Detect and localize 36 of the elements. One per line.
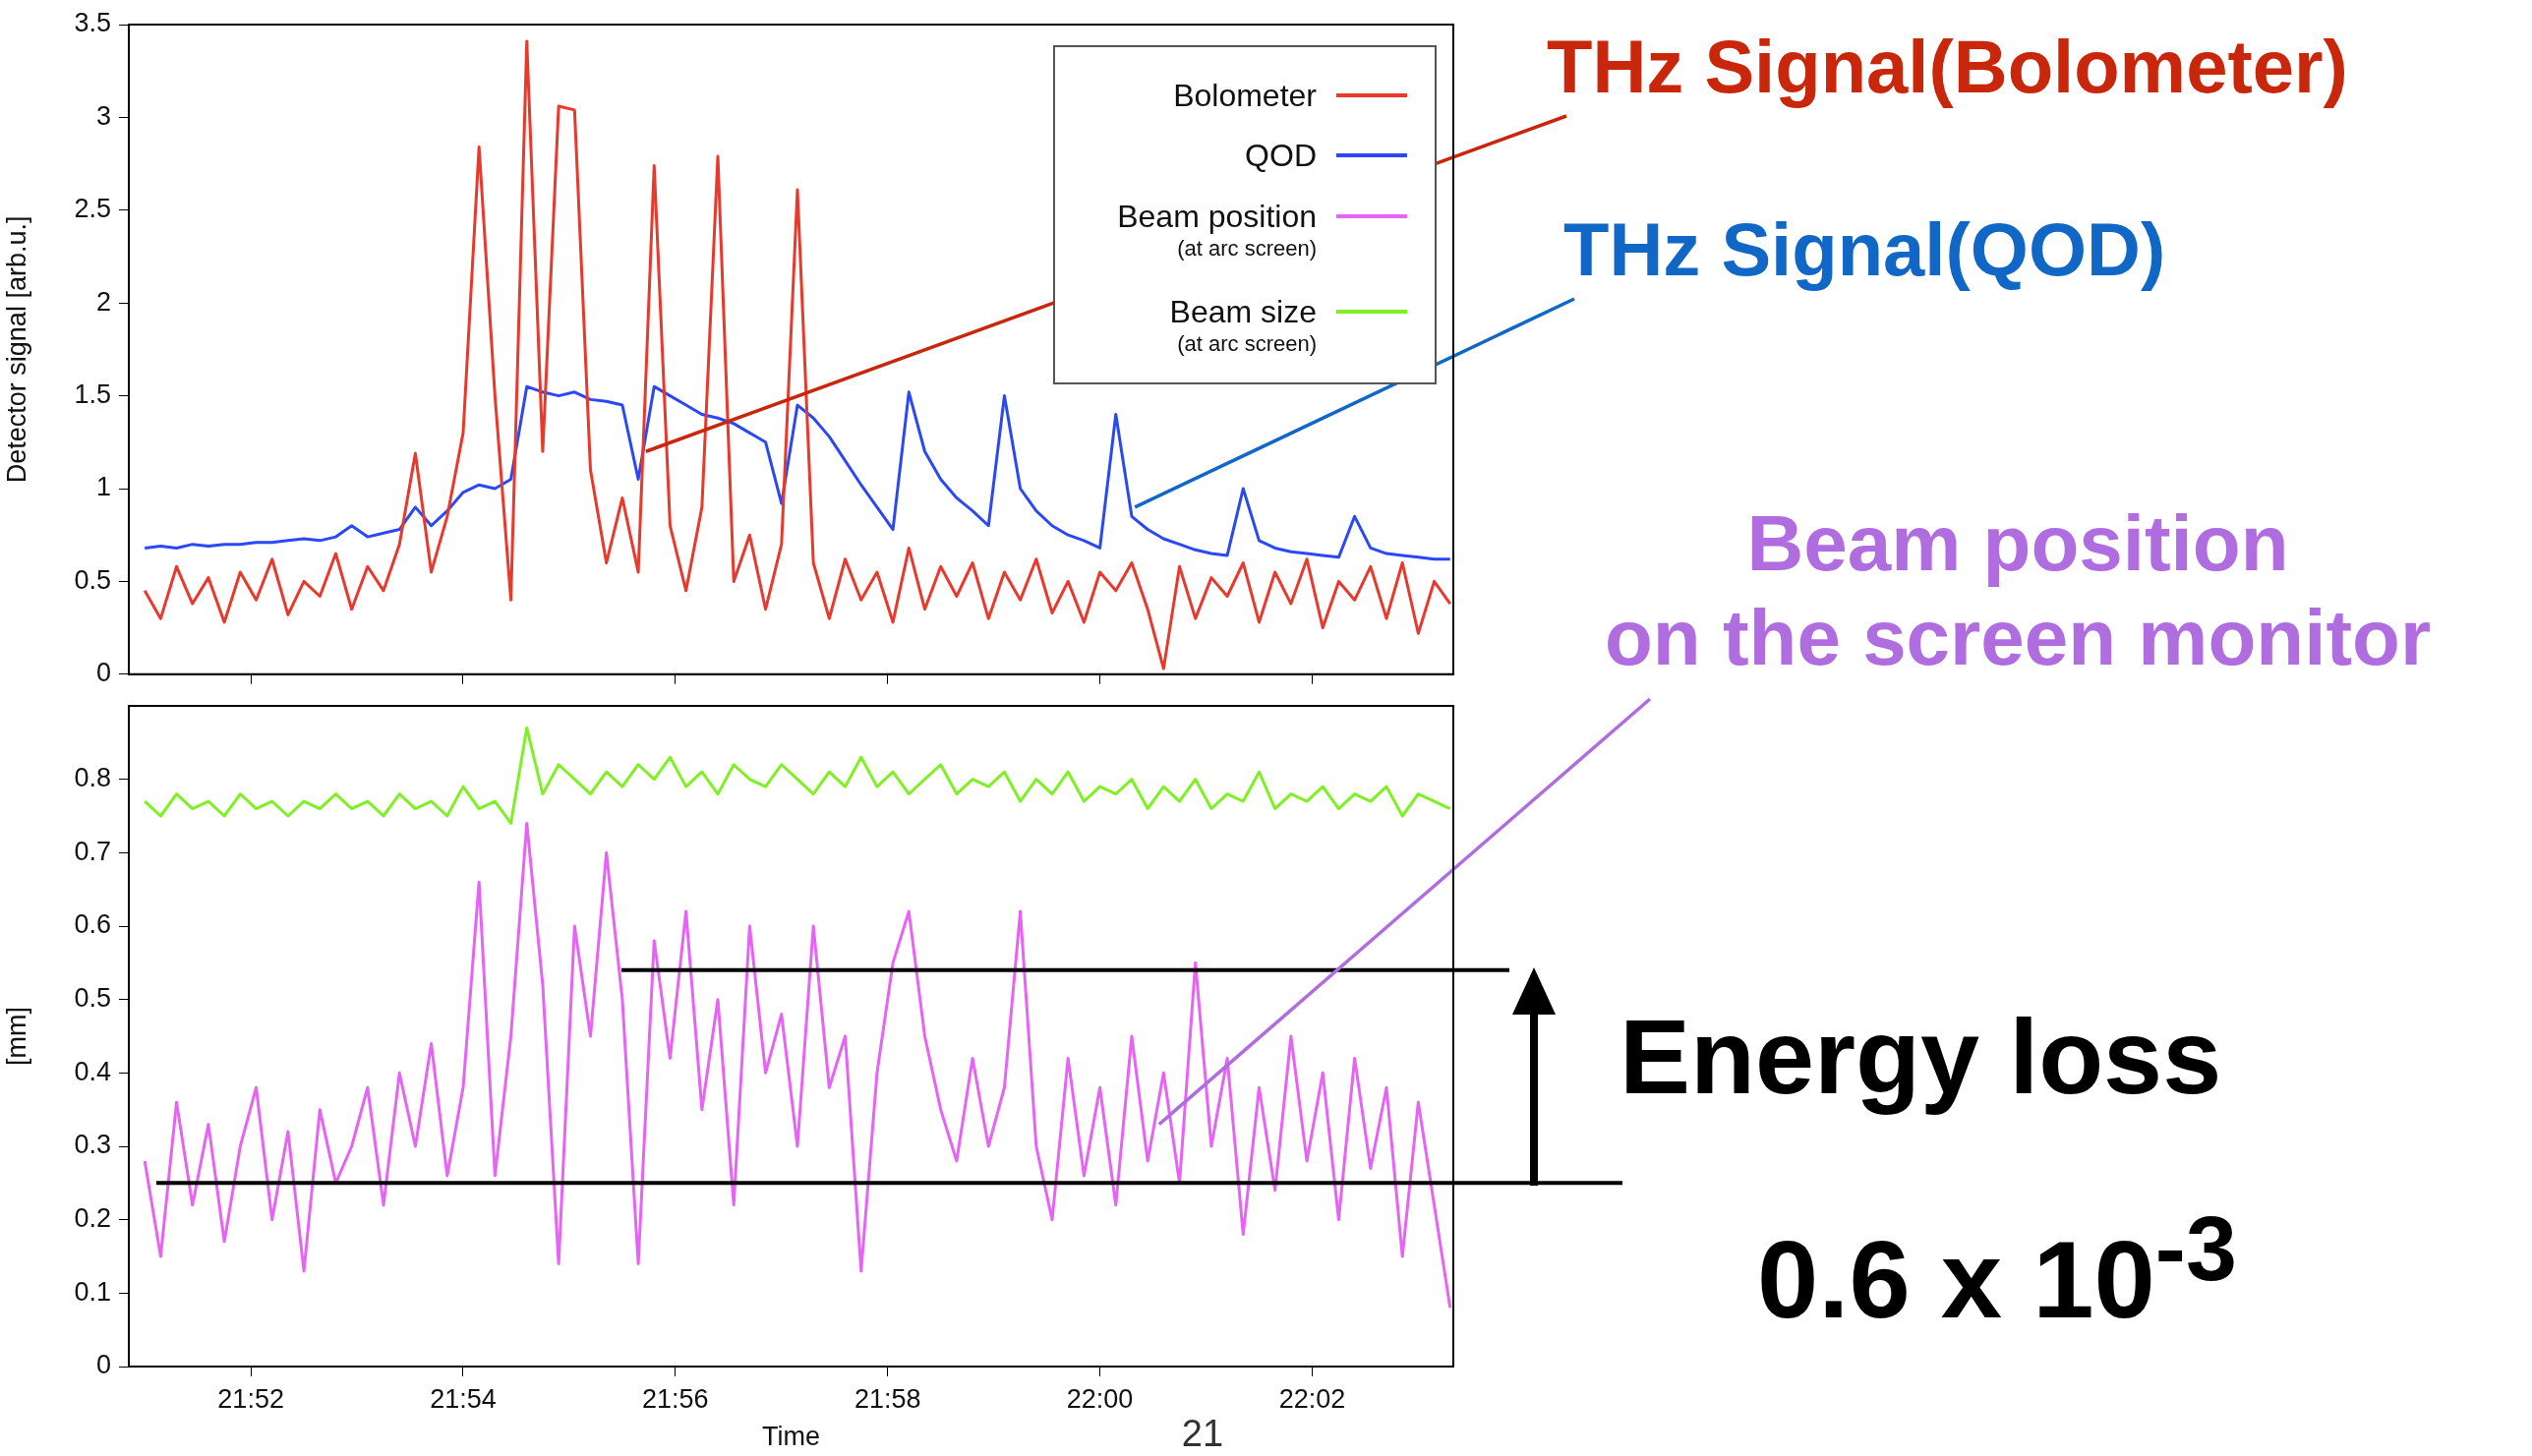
y-tick-label: 2 [95,286,111,317]
y-tick-label: 0.3 [74,1130,111,1160]
text: 21 [1180,1412,1225,1456]
annotation: THz Signal(QOD) [1563,206,2166,293]
x-axis-title: Time [762,1422,820,1452]
y-axis-title: [mm] [1,1007,31,1066]
annotation: THz Signal(Bolometer) [1547,24,2348,110]
x-tick-label: 21:56 [642,1383,709,1414]
y-tick-label: 0.6 [74,909,111,940]
y-tick-label: 0.5 [74,564,111,595]
y-tick-label: 0.8 [74,763,111,793]
y-tick-label: 0 [95,658,111,688]
y-tick-label: 1.5 [74,379,111,410]
y-tick-label: 3 [95,100,111,131]
y-tick-label: 0.4 [74,1056,111,1086]
y-tick-label: 0.2 [74,1203,111,1234]
y-tick-label: 0.1 [74,1276,111,1307]
legend-label: Beam size (at arc screen) [1169,293,1317,357]
annotation: Beam position on the screen monitor [1603,498,2433,683]
x-tick-label: 21:54 [430,1383,497,1414]
legend-label: QOD [1245,137,1317,175]
y-axis-title: Detector signal [arb.u.] [1,215,31,484]
y-tick-label: 2.5 [74,194,111,224]
x-tick-label: 21:58 [854,1383,921,1414]
legend-label: Bolometer [1173,77,1317,115]
y-tick-label: 0 [95,1350,111,1380]
x-tick-label: 22:00 [1066,1383,1134,1414]
y-tick-label: 0.5 [74,983,111,1014]
text: 0.6 x 10$^{-3}$ [1757,1196,2237,1344]
legend-label: Beam position (at arc screen) [1117,198,1317,262]
y-tick-label: 1 [95,472,111,502]
y-tick-label: 0.7 [74,836,111,866]
x-tick-label: 22:02 [1278,1383,1346,1414]
x-tick-label: 21:52 [217,1383,284,1414]
y-tick-label: 3.5 [74,8,111,38]
text: Energy loss [1619,996,2222,1118]
